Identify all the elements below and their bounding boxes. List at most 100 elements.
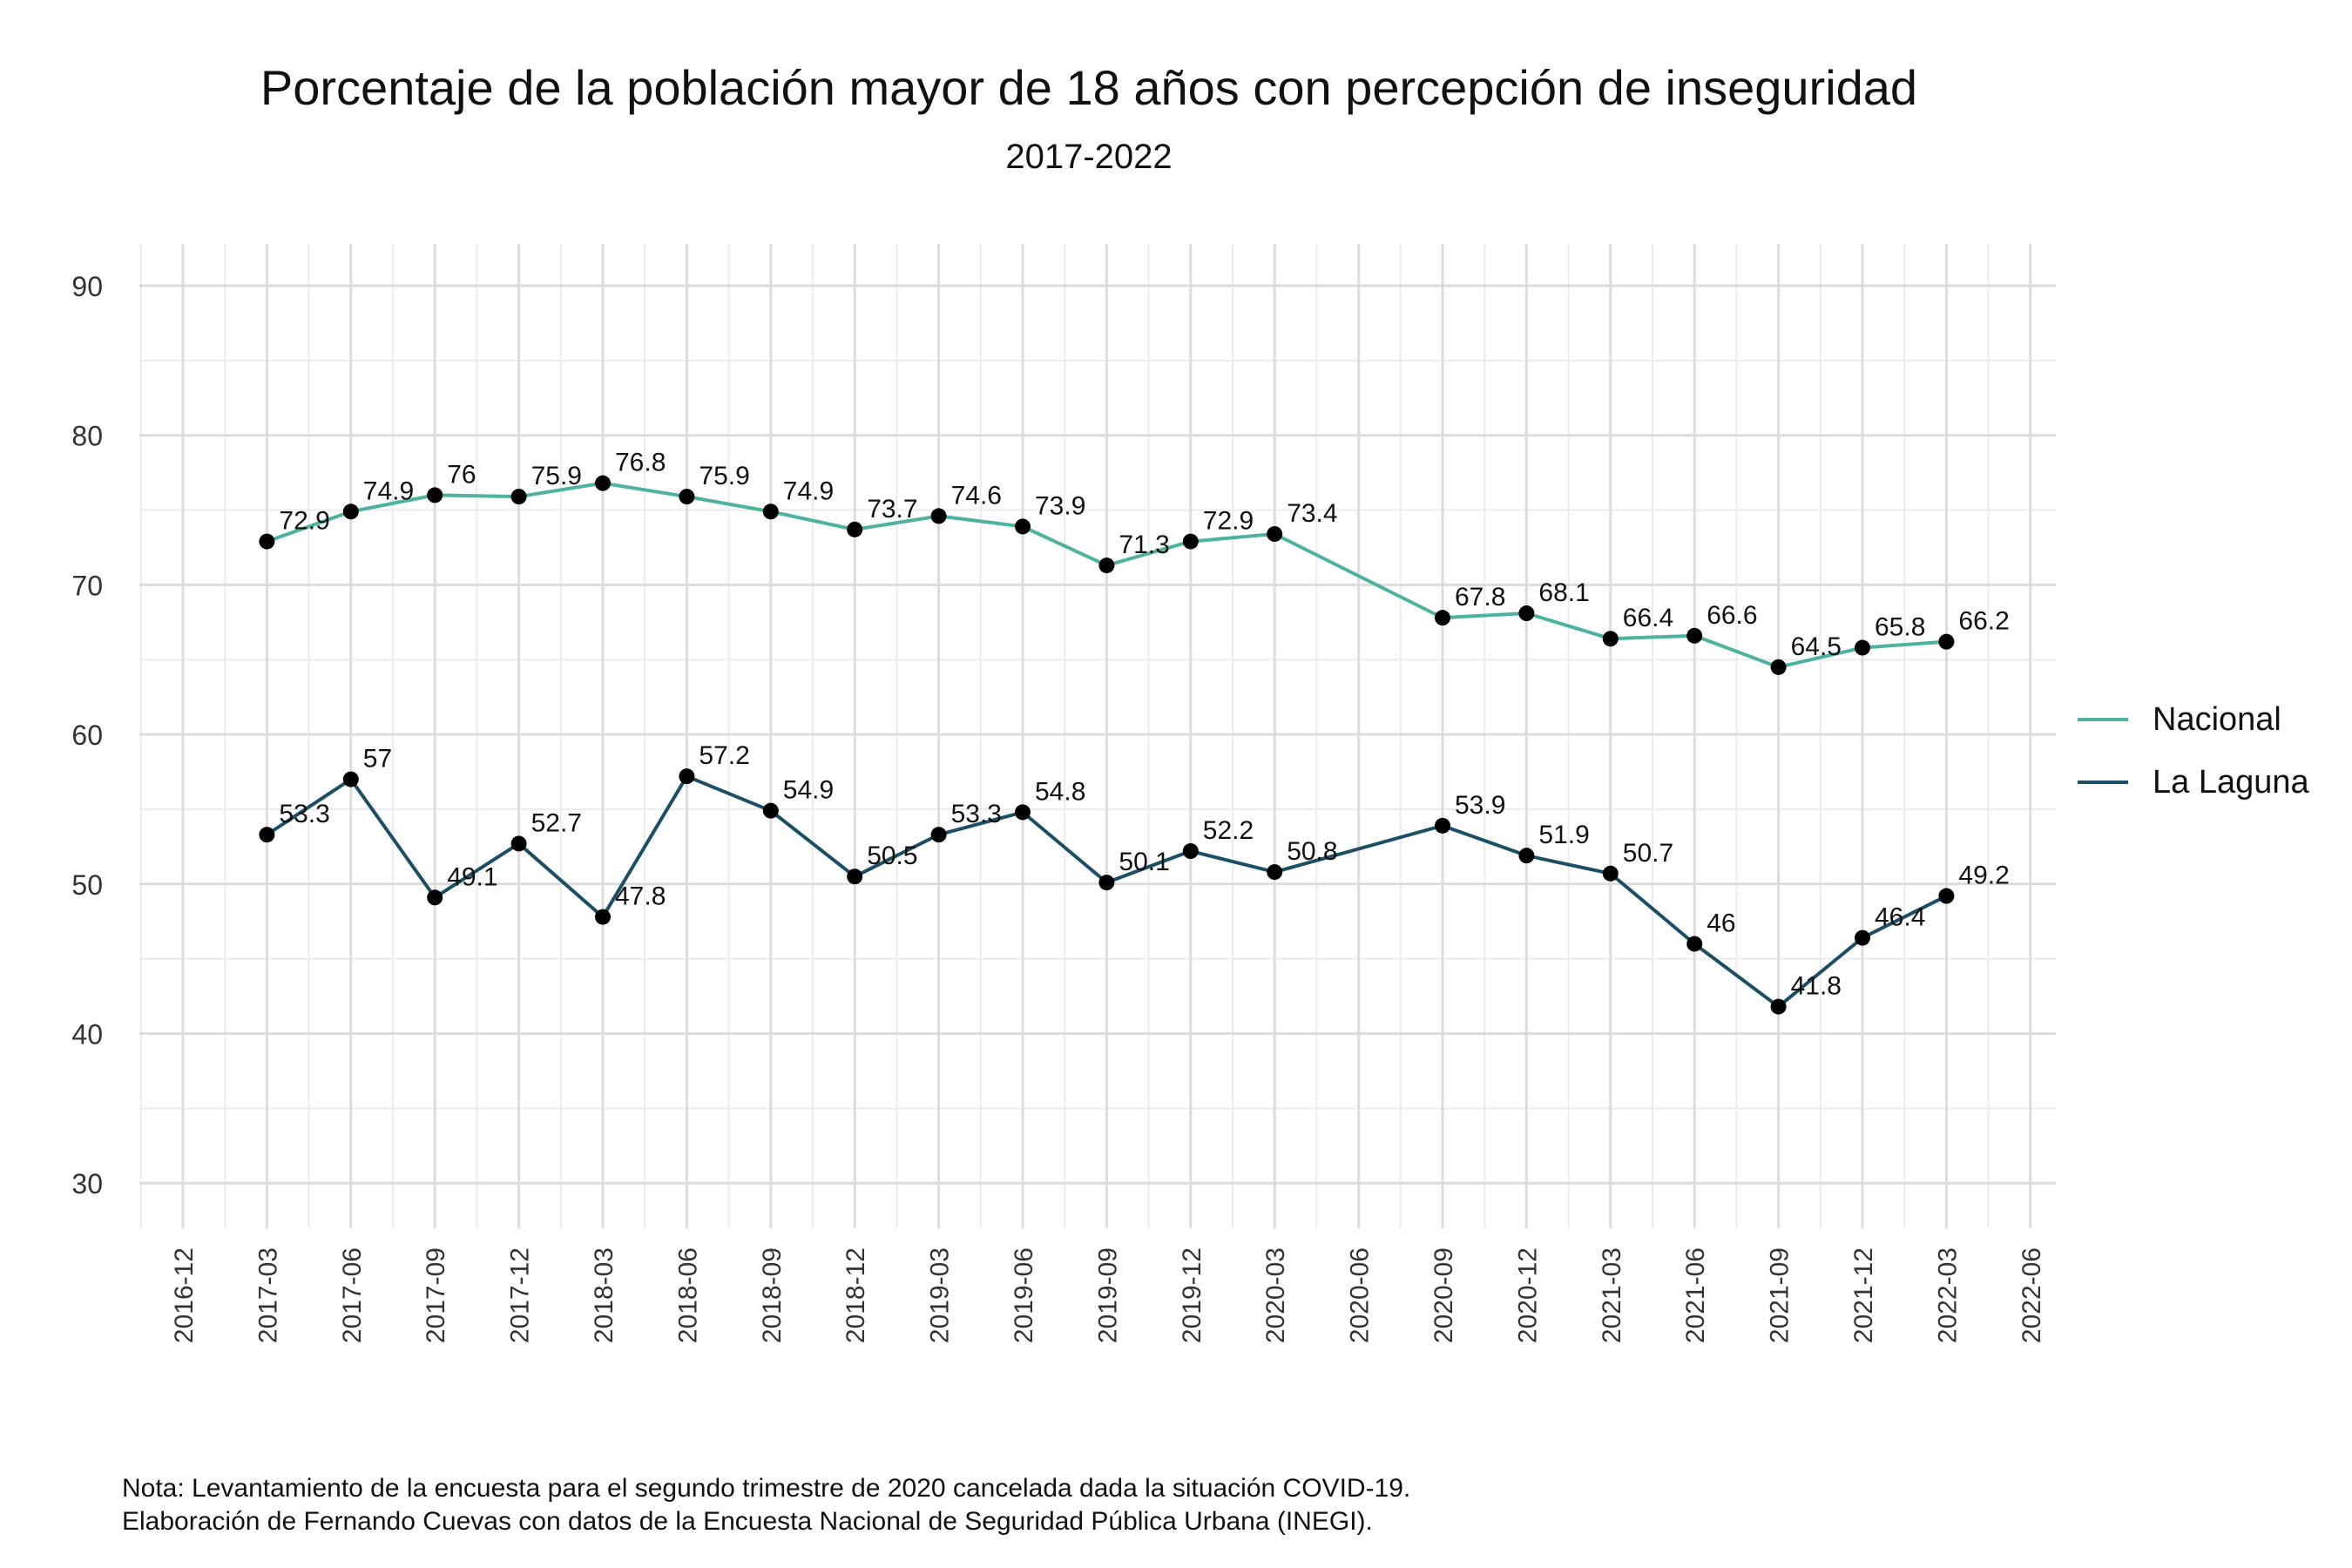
x-tick-label: 2017-06 xyxy=(338,1247,367,1343)
data-point xyxy=(1938,888,1955,904)
data-point xyxy=(259,533,275,550)
data-point xyxy=(1518,605,1535,622)
data-label: 64.5 xyxy=(1791,632,1842,661)
x-tick-label: 2020-03 xyxy=(1261,1247,1290,1343)
y-tick-label: 50 xyxy=(71,869,103,901)
y-tick-label: 70 xyxy=(71,570,103,601)
data-label: 66.2 xyxy=(1958,607,2009,636)
chart-subtitle: 2017-2022 xyxy=(1005,138,1173,176)
data-point xyxy=(1098,875,1115,891)
data-point xyxy=(1855,639,1870,656)
series-line-la-laguna xyxy=(266,774,1948,1009)
data-label: 65.8 xyxy=(1875,613,1925,642)
data-label: 68.1 xyxy=(1538,578,1589,607)
data-point xyxy=(930,508,947,524)
data-label: 52.2 xyxy=(1203,816,1254,845)
data-label: 76 xyxy=(447,460,476,489)
data-label: 73.4 xyxy=(1287,499,1337,528)
x-tick-label: 2020-06 xyxy=(1346,1247,1375,1343)
data-label: 50.8 xyxy=(1287,837,1337,866)
data-point xyxy=(847,868,863,885)
data-point xyxy=(1267,864,1283,881)
data-point xyxy=(1602,865,1619,882)
data-label: 57 xyxy=(363,745,392,774)
x-tick-label: 2017-12 xyxy=(506,1247,535,1343)
data-point xyxy=(342,504,359,520)
legend-swatch-nacional xyxy=(2078,718,2128,721)
x-tick-label: 2018-09 xyxy=(758,1247,787,1343)
data-point xyxy=(1602,631,1619,647)
data-point xyxy=(1435,817,1450,834)
data-point xyxy=(1267,526,1283,543)
data-label: 53.3 xyxy=(279,800,329,828)
x-tick-label: 2019-03 xyxy=(926,1247,955,1343)
x-tick-label: 2021-06 xyxy=(1681,1247,1710,1343)
x-tick-label: 2018-06 xyxy=(673,1247,702,1343)
data-label: 74.9 xyxy=(363,476,414,505)
data-point xyxy=(342,771,359,787)
data-point xyxy=(930,827,947,843)
x-tick-label: 2018-12 xyxy=(841,1247,870,1343)
x-tick-label: 2020-12 xyxy=(1513,1247,1542,1343)
data-label: 75.9 xyxy=(699,462,749,490)
x-tick-label: 2019-12 xyxy=(1178,1247,1206,1343)
data-label: 46.4 xyxy=(1875,903,1925,932)
y-tick-label: 90 xyxy=(71,271,103,302)
data-point xyxy=(762,802,779,819)
x-tick-label: 2019-09 xyxy=(1093,1247,1122,1343)
data-label: 53.3 xyxy=(951,800,1002,828)
data-label: 53.9 xyxy=(1455,791,1505,820)
x-tick-label: 2021-03 xyxy=(1598,1247,1626,1343)
data-label: 75.9 xyxy=(531,462,582,490)
data-label: 50.7 xyxy=(1623,839,1673,868)
data-label: 49.2 xyxy=(1958,862,2009,890)
data-label: 41.8 xyxy=(1791,972,1842,1001)
footnote-line-2: Elaboración de Fernando Cuevas con datos… xyxy=(122,1507,1373,1536)
y-tick-label: 30 xyxy=(71,1168,103,1200)
data-point xyxy=(427,487,443,504)
data-label: 73.7 xyxy=(867,495,917,524)
data-point xyxy=(595,475,611,491)
footnote-line-1: Nota: Levantamiento de la encuesta para … xyxy=(122,1474,1411,1503)
y-tick-label: 40 xyxy=(71,1019,103,1051)
data-point xyxy=(1518,848,1535,864)
data-point xyxy=(762,504,779,520)
data-label: 50.5 xyxy=(867,841,917,870)
data-point xyxy=(679,768,695,785)
data-point xyxy=(510,835,527,852)
data-point xyxy=(1015,804,1031,821)
footnote: Nota: Levantamiento de la encuesta para … xyxy=(122,1472,1410,1538)
data-point xyxy=(1098,558,1115,574)
data-label: 50.1 xyxy=(1119,848,1169,876)
x-tick-label: 2019-06 xyxy=(1010,1247,1038,1343)
data-point xyxy=(1435,610,1450,626)
data-label: 54.8 xyxy=(1035,777,1085,806)
x-tick-label: 2018-03 xyxy=(590,1247,618,1343)
x-tick-label: 2017-09 xyxy=(422,1247,450,1343)
x-tick-label: 2022-06 xyxy=(2017,1247,2046,1343)
data-label: 54.9 xyxy=(783,776,834,805)
legend: Nacional La Laguna xyxy=(2078,688,2309,814)
data-label: 49.1 xyxy=(447,862,497,891)
legend-item-nacional: Nacional xyxy=(2078,688,2309,751)
data-label: 72.9 xyxy=(1203,507,1254,536)
data-label: 46 xyxy=(1707,909,1735,937)
legend-label-la-laguna: La Laguna xyxy=(2153,763,2309,801)
legend-label-nacional: Nacional xyxy=(2153,700,2281,738)
data-point xyxy=(1686,936,1703,952)
legend-item-la-laguna: La Laguna xyxy=(2078,751,2309,814)
data-label: 71.3 xyxy=(1119,531,1169,559)
data-point xyxy=(847,521,863,537)
data-label: 57.2 xyxy=(699,741,749,770)
data-label: 52.7 xyxy=(531,808,582,837)
data-point xyxy=(1938,633,1955,650)
data-point xyxy=(1770,998,1787,1015)
chart-title: Porcentaje de la población mayor de 18 a… xyxy=(260,60,1918,115)
x-tick-label: 2020-09 xyxy=(1429,1247,1458,1343)
data-label: 47.8 xyxy=(615,882,666,911)
data-label: 67.8 xyxy=(1455,583,1505,612)
data-label: 66.6 xyxy=(1707,601,1757,630)
x-tick-label: 2022-03 xyxy=(1933,1247,1962,1343)
x-tick-label: 2021-12 xyxy=(1849,1247,1878,1343)
data-point xyxy=(1770,659,1787,675)
